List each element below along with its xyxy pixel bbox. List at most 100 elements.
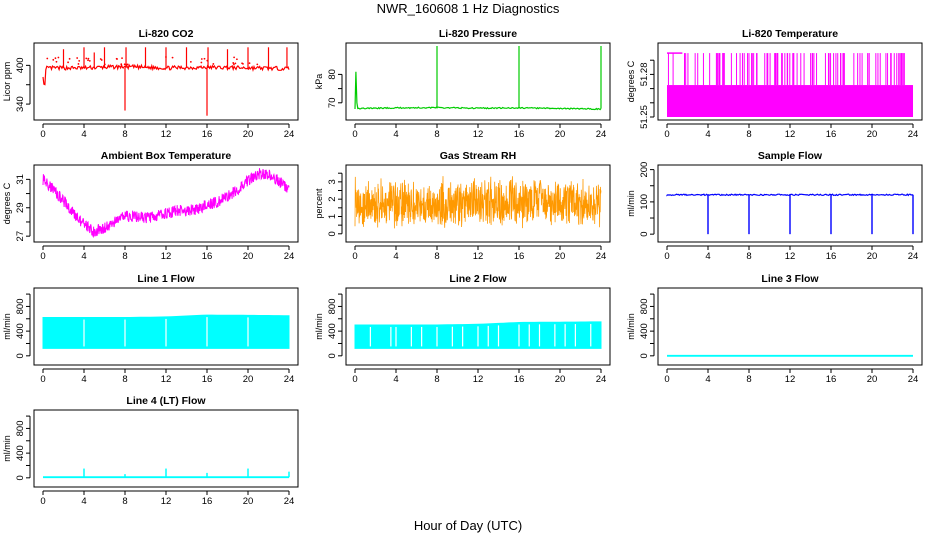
plot-frame (33, 42, 299, 121)
x-tick-label: 4 (81, 129, 86, 140)
data-point (57, 56, 60, 59)
x-tick-label: 4 (393, 374, 398, 385)
x-tick-label: 24 (284, 496, 295, 507)
y-tick-label: 800 (327, 299, 338, 315)
x-tick-label: 20 (867, 129, 878, 140)
y-tick-label: 0 (327, 231, 338, 236)
x-tick-label: 12 (161, 374, 172, 385)
data-point (77, 63, 80, 65)
x-tick-label: 4 (393, 251, 398, 262)
data-point (121, 57, 123, 60)
x-tick-label: 0 (40, 374, 45, 385)
x-tick-label: 0 (40, 251, 45, 262)
x-tick-label: 24 (908, 374, 919, 385)
y-axis-label: ml/min (314, 313, 324, 340)
data-point (171, 56, 174, 59)
data-point (189, 60, 192, 63)
y-axis-label: kPa (314, 74, 324, 90)
x-tick-label: 8 (434, 129, 439, 140)
plot-frame (33, 164, 299, 243)
data-point (76, 57, 79, 59)
x-tick-label: 0 (40, 129, 45, 140)
plot-frame (33, 287, 299, 366)
data-point (248, 62, 251, 65)
series-line (42, 168, 290, 239)
y-tick-label: 27 (15, 231, 26, 242)
panel-line4: Line 4 (LT) Flow ml/min 0 4 8 12 16 20 24 0 400 800 (2, 395, 299, 507)
panel-co2: Li-820 CO2 Licor ppm 0 4 8 12 16 20 24 340 400 (2, 28, 299, 140)
panel-line3: Line 3 Flow ml/min 0 4 8 12 16 20 24 0 400 800 (626, 273, 923, 385)
y-tick-label: 2 (327, 197, 338, 202)
y-tick-label: 400 (15, 57, 26, 73)
data-point (212, 63, 215, 65)
y-tick-label: 800 (15, 421, 26, 437)
y-tick-label: 100 (639, 194, 650, 210)
x-tick-label: 16 (514, 374, 525, 385)
x-tick-label: 12 (785, 251, 796, 262)
panel-box_temp: Ambient Box Temperature degrees C 0 4 8 12 16 2… (2, 150, 299, 262)
data-point (233, 56, 235, 59)
data-point (54, 57, 57, 60)
y-tick-label: 1 (327, 214, 338, 219)
x-tick-label: 0 (664, 374, 669, 385)
figure-title: NWR_160608 1 Hz Diagnostics (376, 1, 560, 16)
y-tick-label: 51.25 (639, 105, 650, 129)
y-tick-label: 70 (327, 98, 338, 109)
panel-title: Ambient Box Temperature (101, 150, 232, 162)
x-tick-label: 24 (596, 129, 607, 140)
x-tick-label: 0 (664, 251, 669, 262)
x-tick-label: 8 (122, 374, 127, 385)
x-tick-label: 24 (908, 129, 919, 140)
x-tick-label: 12 (785, 374, 796, 385)
panel-title: Line 2 Flow (449, 273, 507, 285)
data-point (203, 57, 206, 60)
data-point (116, 58, 118, 60)
y-axis-label: ml/min (2, 313, 12, 340)
x-tick-label: 8 (746, 374, 751, 385)
figure-x-axis-label: Hour of Day (UTC) (413, 518, 523, 533)
x-tick-label: 16 (826, 129, 837, 140)
x-tick-label: 24 (908, 251, 919, 262)
x-tick-label: 12 (161, 251, 172, 262)
x-tick-label: 12 (473, 251, 484, 262)
x-tick-label: 16 (202, 251, 213, 262)
x-tick-label: 20 (555, 129, 566, 140)
x-tick-label: 24 (596, 251, 607, 262)
x-tick-label: 16 (202, 129, 213, 140)
x-tick-label: 0 (352, 251, 357, 262)
y-tick-label: 29 (15, 202, 26, 213)
x-tick-label: 20 (867, 374, 878, 385)
data-point (232, 62, 235, 64)
y-axis-label: ml/min (626, 190, 636, 217)
plot-frame (345, 164, 611, 243)
x-tick-label: 8 (122, 251, 127, 262)
data-point (200, 61, 203, 64)
x-tick-label: 20 (243, 374, 254, 385)
data-point (85, 57, 88, 60)
x-tick-label: 12 (473, 374, 484, 385)
x-tick-label: 12 (785, 129, 796, 140)
panel-title: Line 3 Flow (761, 273, 819, 285)
y-axis-label: percent (314, 188, 324, 219)
series-band (667, 85, 913, 117)
x-tick-label: 16 (826, 251, 837, 262)
data-point (100, 59, 103, 61)
x-tick-label: 20 (555, 374, 566, 385)
panel-line1: Line 1 Flow ml/min 0 4 8 12 16 20 24 0 400 800 (2, 273, 299, 385)
x-tick-label: 12 (473, 129, 484, 140)
data-point (126, 63, 129, 66)
x-tick-label: 24 (596, 374, 607, 385)
x-tick-label: 8 (434, 374, 439, 385)
y-axis-label: ml/min (2, 435, 12, 462)
x-tick-label: 0 (664, 129, 669, 140)
x-tick-label: 20 (243, 129, 254, 140)
data-point (200, 58, 203, 60)
y-tick-label: 3 (327, 179, 338, 184)
y-tick-label: 0 (15, 353, 26, 358)
x-tick-label: 4 (81, 251, 86, 262)
y-tick-label: 0 (639, 353, 650, 358)
plot-frame (657, 42, 923, 121)
x-tick-label: 24 (284, 251, 295, 262)
x-tick-label: 16 (202, 374, 213, 385)
x-tick-label: 20 (867, 251, 878, 262)
